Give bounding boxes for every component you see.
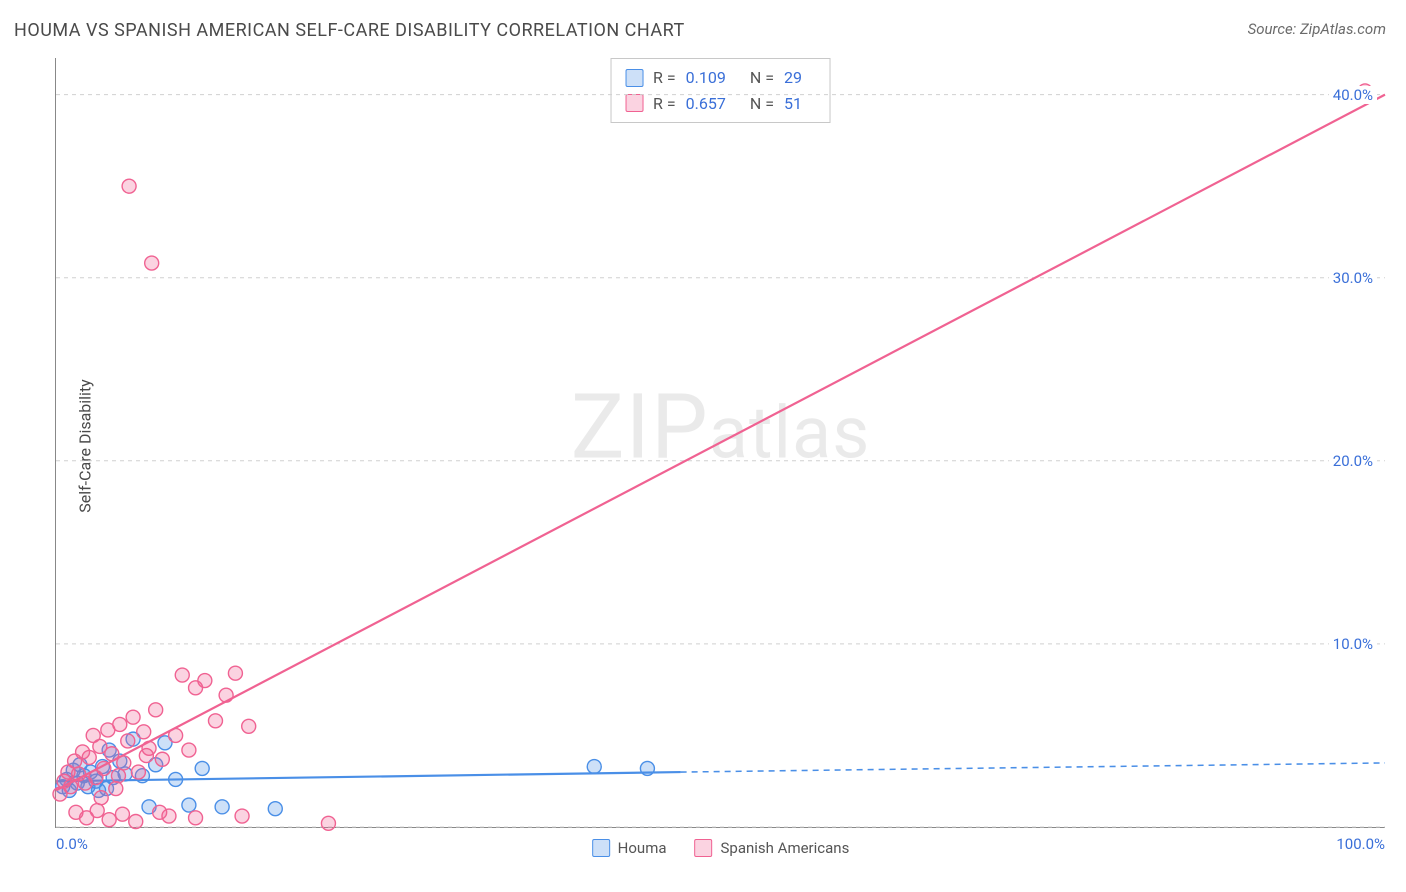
legend-item-houma: Houma: [592, 839, 667, 857]
plot-area: ZIPatlas R = 0.109 N = 29 R = 0.657 N = …: [55, 58, 1385, 828]
ytick: 30.0%: [1329, 269, 1377, 287]
chart-svg: [56, 58, 1385, 827]
chart-title: HOUMA VS SPANISH AMERICAN SELF-CARE DISA…: [14, 20, 685, 41]
xtick-min: 0.0%: [56, 835, 88, 853]
legend-bottom: Houma Spanish Americans: [592, 839, 850, 857]
source-attribution: Source: ZipAtlas.com: [1248, 20, 1386, 38]
legend-label-houma: Houma: [618, 839, 667, 857]
legend-label-spanish: Spanish Americans: [721, 839, 850, 857]
ytick: 40.0%: [1329, 86, 1377, 104]
legend-item-spanish: Spanish Americans: [695, 839, 850, 857]
swatch-spanish-bottom: [695, 839, 713, 857]
ytick: 10.0%: [1329, 635, 1377, 653]
ytick: 20.0%: [1329, 452, 1377, 470]
swatch-houma-bottom: [592, 839, 610, 857]
xtick-max: 100.0%: [1336, 835, 1385, 853]
